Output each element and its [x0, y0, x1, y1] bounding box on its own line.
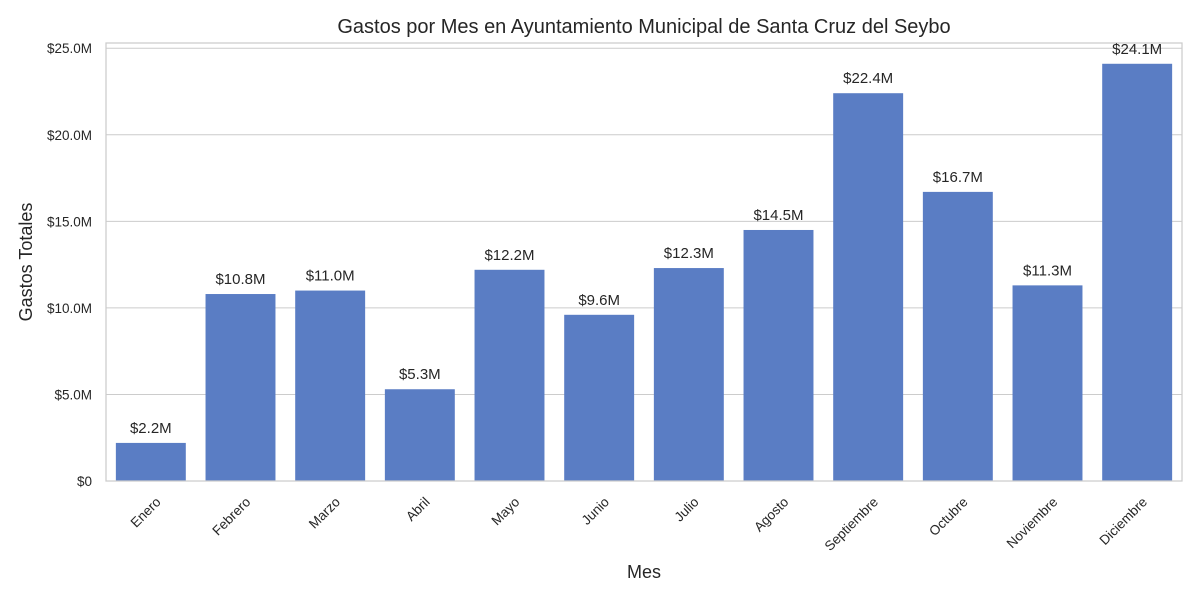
x-tick-label: Octubre [926, 494, 971, 539]
x-tick-label: Febrero [209, 494, 253, 538]
bar [833, 93, 904, 481]
bar-value-label: $11.3M [1023, 262, 1072, 279]
bar-value-label: $5.3M [399, 366, 441, 383]
x-tick-label: Noviembre [1004, 494, 1061, 551]
bar-value-label: $12.2M [484, 247, 534, 264]
x-tick-label: Septiembre [822, 494, 881, 553]
x-tick-label: Agosto [751, 494, 791, 534]
bar [1102, 63, 1173, 481]
bar [205, 294, 276, 481]
y-tick-label: $10.0M [47, 301, 92, 316]
y-tick-label: $20.0M [47, 128, 92, 143]
bar-value-label: $12.3M [664, 245, 714, 262]
x-tick-label: Enero [128, 494, 164, 530]
x-tick-label: Abril [403, 494, 433, 524]
y-tick-label: $25.0M [47, 41, 92, 56]
bar-value-label: $9.6M [578, 292, 620, 309]
bar-value-labels: $2.2M $10.8M $11.0M $5.3M $12.2M $9.6M $12.3M $… [130, 41, 1162, 437]
bar [922, 191, 993, 481]
bar-value-label: $24.1M [1112, 41, 1162, 58]
x-axis-label: Mes [627, 562, 661, 582]
x-tick-labels: Enero Febrero Marzo Abril Mayo Junio Julio Agos… [128, 494, 1150, 553]
chart-title: Gastos por Mes en Ayuntamiento Municipal… [337, 16, 950, 38]
x-tick-label: Julio [671, 494, 701, 524]
y-tick-labels: $0 $5.0M $10.0M $15.0M $20.0M $25.0M [47, 41, 92, 489]
y-axis-label: Gastos Totales [16, 203, 36, 322]
bar-value-label: $10.8M [215, 271, 265, 288]
y-tick-label: $5.0M [54, 387, 92, 402]
bar-value-label: $2.2M [130, 420, 172, 437]
plot-frame [105, 42, 1183, 482]
bar [564, 314, 635, 481]
bar-value-label: $14.5M [753, 207, 803, 224]
bar-value-label: $16.7M [933, 169, 983, 186]
x-tick-label: Diciembre [1096, 494, 1150, 548]
x-tick-label: Mayo [488, 494, 522, 528]
bar-value-label: $22.4M [843, 70, 893, 87]
y-tick-label: $15.0M [47, 214, 92, 229]
bar [115, 442, 186, 481]
bar [1012, 285, 1083, 481]
bar [743, 229, 814, 481]
bar-layer [115, 63, 1173, 481]
bar [384, 389, 455, 481]
bar [295, 290, 366, 481]
x-tick-label: Marzo [306, 494, 343, 531]
bar [653, 268, 724, 481]
bar-value-label: $11.0M [306, 268, 355, 285]
x-tick-label: Junio [579, 494, 612, 527]
bar [474, 269, 545, 481]
y-tick-label: $0 [77, 474, 92, 489]
